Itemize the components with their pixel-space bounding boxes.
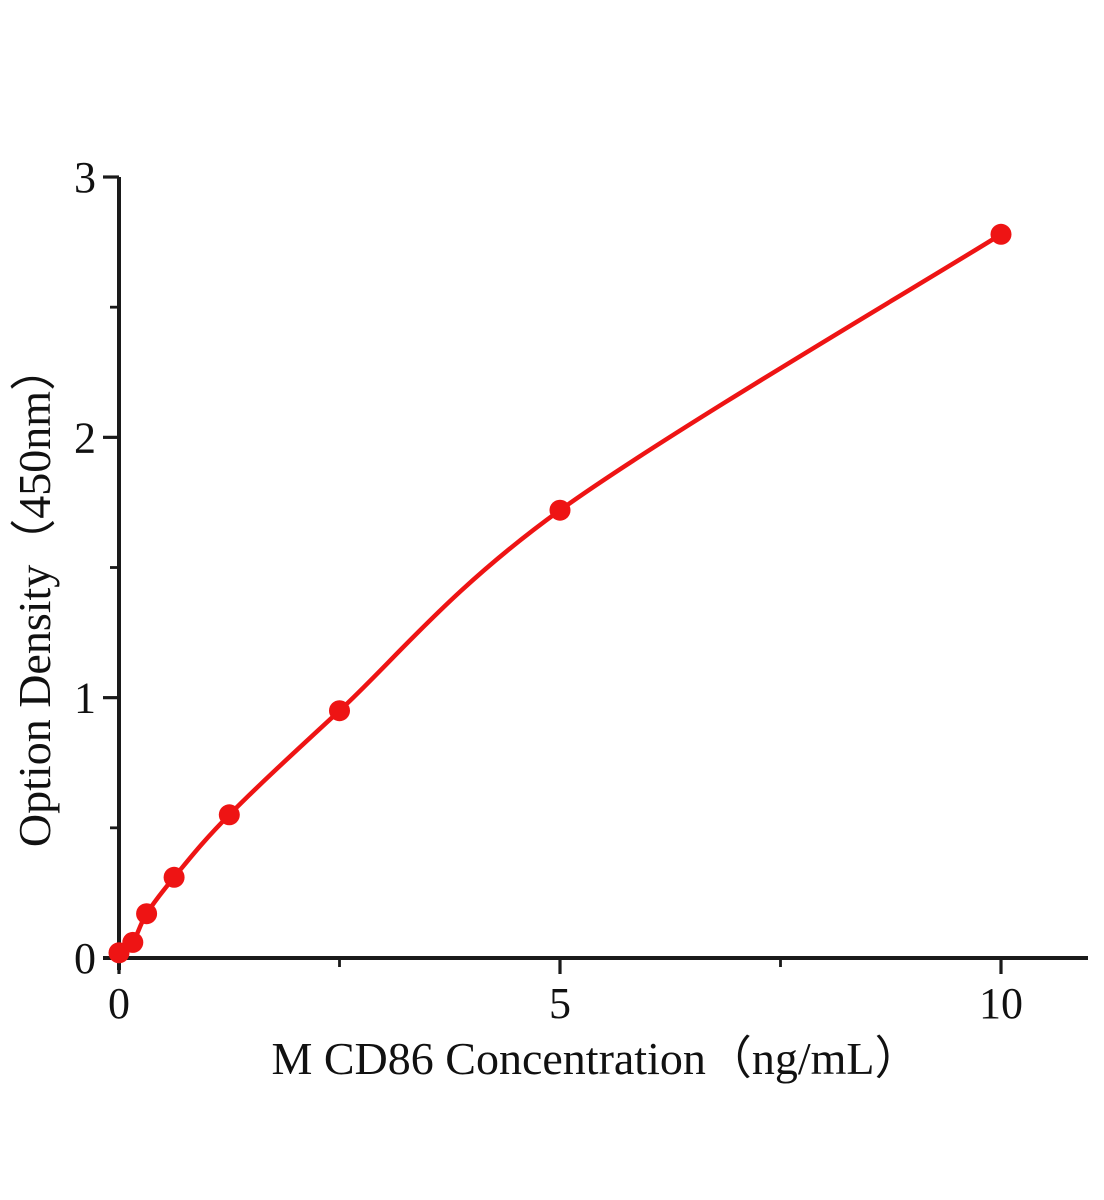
y-tick-label: 1 [74,674,96,723]
x-tick-label: 5 [549,979,571,1028]
data-point [549,499,571,521]
x-tick-label: 10 [979,979,1023,1028]
data-point [163,866,185,888]
data-point [990,223,1012,245]
y-tick-label: 3 [74,153,96,202]
data-point [218,804,240,826]
x-tick-label: 0 [108,979,130,1028]
y-tick-label: 0 [74,934,96,983]
data-point [122,931,144,953]
y-axis-label: Option Density（450nm） [9,345,60,847]
x-axis-label: M CD86 Concentration（ng/mL） [271,1033,920,1084]
y-tick-label: 2 [74,413,96,462]
data-point [136,903,158,925]
data-point [329,700,350,722]
fit-curve [116,232,1004,956]
